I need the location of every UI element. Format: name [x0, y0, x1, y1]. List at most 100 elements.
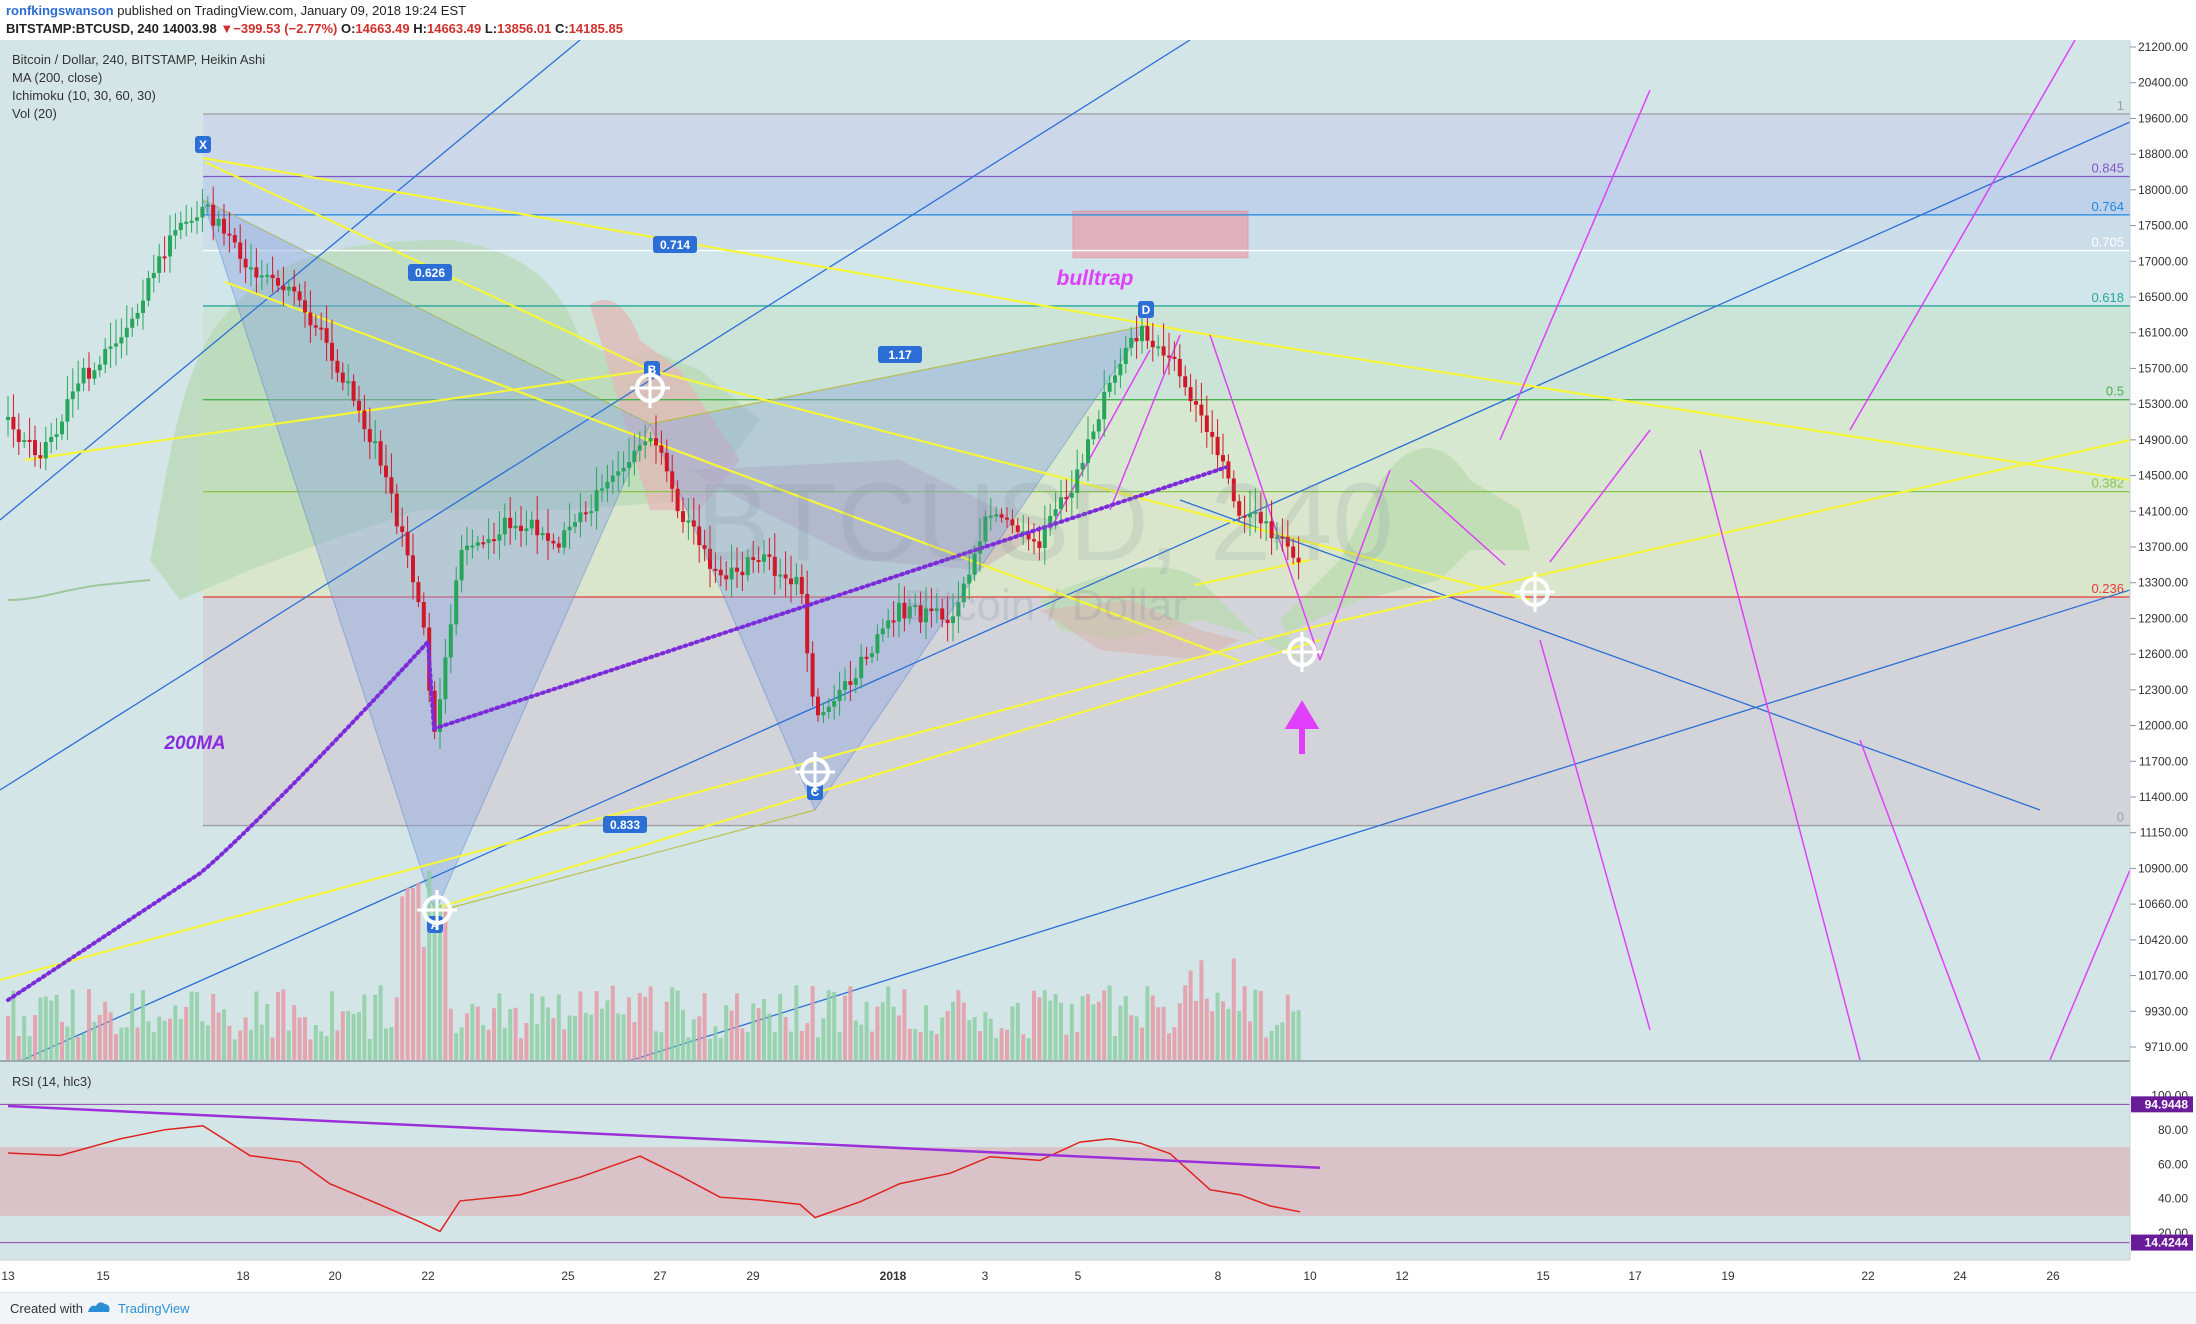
- candle-body[interactable]: [303, 300, 307, 313]
- candle-body[interactable]: [200, 206, 205, 218]
- candle-body[interactable]: [837, 689, 842, 702]
- candle-body[interactable]: [92, 370, 97, 379]
- candle-body[interactable]: [297, 291, 302, 301]
- candle-body[interactable]: [443, 657, 448, 700]
- price-pane[interactable]: 1 0.845 0.764 0.705 0.618 0.5 0.382 0.236 0 BTCUS…: [0, 40, 2130, 1070]
- candle-body[interactable]: [168, 235, 172, 257]
- candle-body[interactable]: [151, 272, 156, 279]
- candle-body[interactable]: [346, 381, 351, 384]
- candle-body[interactable]: [999, 514, 1004, 518]
- candle-body[interactable]: [1269, 521, 1274, 539]
- candle-body[interactable]: [1113, 375, 1117, 383]
- candle-body[interactable]: [810, 653, 815, 697]
- tradingview-link[interactable]: TradingView: [118, 1301, 190, 1316]
- candle-body[interactable]: [421, 602, 426, 628]
- candle-body[interactable]: [729, 567, 734, 580]
- price-axis[interactable]: 9710.00 9930.00 10170.00 10420.00 10660.00 10…: [2129, 40, 2196, 1292]
- candle-body[interactable]: [1237, 501, 1242, 516]
- candle-body[interactable]: [789, 578, 793, 585]
- candle-body[interactable]: [659, 445, 664, 453]
- candle-body[interactable]: [162, 256, 167, 259]
- candle-body[interactable]: [945, 619, 950, 624]
- candle-body[interactable]: [702, 545, 707, 549]
- candle-body[interactable]: [384, 465, 388, 478]
- candle-body[interactable]: [448, 624, 453, 658]
- candle-body[interactable]: [799, 576, 804, 595]
- candle-body[interactable]: [6, 416, 10, 420]
- candle-body[interactable]: [319, 327, 324, 330]
- candle-body[interactable]: [1194, 401, 1198, 405]
- candle-body[interactable]: [249, 267, 253, 270]
- candle-body[interactable]: [508, 517, 513, 529]
- candle-body[interactable]: [481, 542, 486, 545]
- candle-body[interactable]: [146, 278, 151, 301]
- candle-body[interactable]: [643, 441, 648, 446]
- candle-body[interactable]: [670, 471, 675, 489]
- candle-body[interactable]: [60, 421, 64, 435]
- candle-body[interactable]: [1015, 525, 1020, 532]
- candle-body[interactable]: [951, 616, 955, 624]
- candle-body[interactable]: [465, 545, 469, 550]
- candle-body[interactable]: [70, 391, 75, 400]
- candle-body[interactable]: [1172, 356, 1177, 359]
- candle-body[interactable]: [114, 343, 118, 347]
- candle-body[interactable]: [556, 543, 561, 548]
- candle-body[interactable]: [1021, 531, 1026, 534]
- candle-body[interactable]: [681, 511, 685, 522]
- candle-body[interactable]: [735, 567, 739, 572]
- candle-body[interactable]: [886, 620, 891, 629]
- candle-body[interactable]: [178, 222, 183, 231]
- candle-body[interactable]: [610, 475, 615, 482]
- candle-body[interactable]: [49, 436, 54, 442]
- candle-body[interactable]: [1291, 546, 1296, 558]
- candle-body[interactable]: [76, 383, 81, 392]
- candle-body[interactable]: [373, 441, 378, 444]
- candle-body[interactable]: [1053, 509, 1058, 517]
- candle-body[interactable]: [335, 360, 340, 373]
- candle-body[interactable]: [1210, 431, 1215, 437]
- candle-body[interactable]: [875, 634, 880, 654]
- candle-body[interactable]: [529, 519, 534, 529]
- candle-body[interactable]: [848, 681, 853, 685]
- candle-body[interactable]: [400, 526, 405, 532]
- candle-body[interactable]: [805, 594, 810, 654]
- candle-body[interactable]: [767, 554, 772, 557]
- candle-body[interactable]: [411, 555, 415, 583]
- candle-body[interactable]: [1032, 539, 1036, 542]
- candle-body[interactable]: [1258, 511, 1263, 524]
- candle-body[interactable]: [594, 490, 599, 512]
- candle-body[interactable]: [940, 608, 945, 620]
- candle-body[interactable]: [475, 542, 480, 546]
- candle-body[interactable]: [567, 526, 572, 531]
- candle-body[interactable]: [1080, 462, 1085, 470]
- candle-body[interactable]: [589, 511, 594, 514]
- candle-body[interactable]: [87, 367, 91, 379]
- candle-body[interactable]: [1275, 536, 1279, 539]
- candle-body[interactable]: [1199, 404, 1204, 416]
- candle-body[interactable]: [859, 656, 864, 679]
- candle-body[interactable]: [259, 275, 264, 278]
- candle-body[interactable]: [459, 549, 464, 581]
- candle-body[interactable]: [546, 533, 550, 541]
- candle-body[interactable]: [718, 569, 723, 576]
- candle-body[interactable]: [535, 519, 540, 536]
- candle-body[interactable]: [913, 605, 918, 608]
- candle-body[interactable]: [33, 440, 37, 456]
- candle-body[interactable]: [691, 520, 696, 527]
- candle-body[interactable]: [324, 328, 329, 343]
- candle-body[interactable]: [756, 560, 761, 563]
- candle-body[interactable]: [540, 533, 545, 536]
- candle-body[interactable]: [1296, 557, 1301, 563]
- candle-body[interactable]: [281, 285, 286, 291]
- candle-body[interactable]: [254, 267, 259, 278]
- candle-body[interactable]: [1177, 358, 1182, 377]
- candle-body[interactable]: [1075, 469, 1080, 493]
- candle-body[interactable]: [918, 605, 923, 623]
- candle-body[interactable]: [864, 656, 869, 659]
- candle-body[interactable]: [65, 399, 70, 422]
- candle-body[interactable]: [902, 602, 907, 619]
- candle-body[interactable]: [562, 530, 567, 548]
- candle-body[interactable]: [934, 608, 939, 612]
- candle-body[interactable]: [330, 342, 334, 361]
- candle-body[interactable]: [1226, 461, 1231, 479]
